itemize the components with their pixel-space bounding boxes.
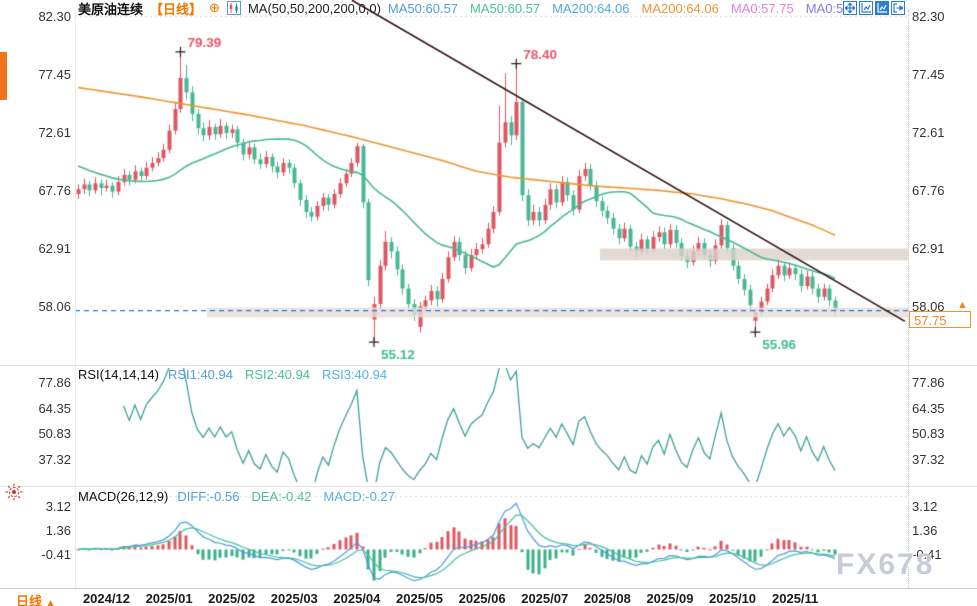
- axis-tick-label: 3.12: [912, 498, 938, 514]
- axis-tick-label: 62.91: [912, 240, 945, 256]
- price-alert-arrow-icon: ▲: [957, 299, 968, 311]
- axis-tick-label: 62.91: [38, 240, 71, 256]
- month-label-2025/01: 2025/01: [145, 591, 193, 606]
- exit-chart-icon[interactable]: [891, 1, 905, 15]
- axis-tick-label: 67.76: [38, 182, 71, 198]
- ma-value-2: MA200:64.06: [552, 0, 630, 16]
- tab-daily[interactable]: 日线 ▲: [16, 591, 56, 606]
- axis-tick-label: 1.36: [45, 522, 71, 538]
- period-tag: 【日线】: [150, 1, 203, 17]
- axis-tick-label: 1.36: [912, 522, 938, 538]
- chart-toolbar: [843, 1, 905, 15]
- axis-tick-label: 58.06: [38, 298, 71, 314]
- ma-value-4: MA0:57.75: [730, 0, 794, 16]
- axis-tick-label: -0.41: [41, 547, 71, 563]
- rsi-value-1: RSI2:40.94: [244, 367, 311, 382]
- axis-tick-label: 82.30: [912, 9, 945, 24]
- chart-header: 美原油连续 【日线】 ⊕ MA(50,50,200,200,0,0) MA50:…: [78, 0, 843, 17]
- axis-tick-label: 64.35: [38, 400, 71, 416]
- axis-tick-label: 77.45: [38, 67, 71, 82]
- macd-header: MACD(26,12,9) DIFF:-0.56 DEA:-0.42 MACD:-0…: [78, 489, 395, 504]
- macd-value-1: DEA:-0.42: [251, 489, 312, 504]
- axis-tick-label: 77.86: [912, 375, 945, 390]
- pane-separator: [0, 365, 977, 366]
- ma-value-1: MA50:60.57: [470, 0, 541, 16]
- month-label-2025/08: 2025/08: [583, 591, 631, 606]
- pane-separator: [0, 486, 977, 487]
- axis-tick-label: 72.61: [38, 124, 71, 140]
- ma-values: MA50:60.57 MA50:60.57 MA200:64.06 MA200:64.…: [388, 1, 843, 16]
- axis-tick-label: 37.32: [912, 451, 945, 467]
- axis-tick-label: 72.61: [912, 124, 945, 140]
- axis-tick-label: 64.35: [912, 400, 945, 416]
- instrument-title: 美原油连续: [78, 1, 144, 17]
- ma-value-3: MA200:64.06: [641, 0, 719, 16]
- month-label-2025/06: 2025/06: [458, 591, 506, 606]
- rsi-title[interactable]: RSI(14,14,14): [78, 367, 159, 382]
- axis-tick-label: 82.30: [38, 9, 71, 24]
- rsi-value-0: RSI1:40.94: [167, 367, 233, 382]
- axis-scale-icon[interactable]: [875, 1, 889, 15]
- axis-tick-label: 58.06: [912, 298, 945, 314]
- axis-range-icon[interactable]: [859, 1, 873, 15]
- xaxis-separator: [0, 588, 977, 589]
- axis-tick-label: 77.45: [912, 67, 945, 82]
- ma-value-0: MA50:60.57: [387, 0, 459, 16]
- month-label-2025/09: 2025/09: [646, 591, 694, 606]
- axis-tick-label: -0.41: [912, 547, 942, 563]
- side-drawer-handle[interactable]: [0, 52, 7, 100]
- rsi-value-2: RSI3:40.94: [322, 367, 388, 382]
- axis-tick-label: 50.83: [912, 426, 945, 442]
- plot-right-border: [908, 10, 909, 588]
- add-indicator-icon[interactable]: ⊕: [209, 0, 220, 15]
- month-label-2025/05: 2025/05: [396, 591, 443, 606]
- macd-value-0: DIFF:-0.56: [177, 489, 240, 504]
- axis-tick-label: 3.12: [45, 498, 71, 514]
- pan-tool-icon[interactable]: [843, 1, 857, 15]
- axis-tick-label: 37.32: [38, 451, 71, 467]
- month-label-2025/02: 2025/02: [208, 591, 256, 606]
- month-label-2024/12: 2024/12: [82, 591, 130, 606]
- macd-values: DIFF:-0.56 DEA:-0.42 MACD:-0.27: [177, 489, 395, 504]
- current-price-label: 57.75: [909, 311, 971, 328]
- watermark: FX678: [836, 548, 935, 581]
- rsi-header: RSI(14,14,14) RSI1:40.94 RSI2:40.94 RSI3:4…: [78, 367, 387, 382]
- axis-tick-label: 77.86: [38, 375, 71, 390]
- month-label-2025/10: 2025/10: [709, 591, 757, 606]
- indicator-label[interactable]: MA(50,50,200,200,0,0): [247, 0, 381, 16]
- month-label-2025/03: 2025/03: [270, 591, 318, 606]
- macd-title[interactable]: MACD(26,12,9): [78, 489, 169, 504]
- axis-tick-label: 67.76: [912, 182, 945, 198]
- ma-value-5: MA0:5: [805, 0, 844, 16]
- axis-tick-label: 50.83: [38, 426, 71, 442]
- month-label-2025/04: 2025/04: [333, 591, 381, 606]
- live-indicator-icon: [4, 482, 24, 502]
- candlestick-type-icon[interactable]: [226, 1, 241, 15]
- tab-arrow-icon: ▲: [45, 598, 56, 606]
- macd-value-2: MACD:-0.27: [323, 489, 395, 504]
- month-label-2025/11: 2025/11: [772, 591, 819, 606]
- rsi-values: RSI1:40.94 RSI2:40.94 RSI3:40.94: [168, 367, 387, 382]
- month-label-2025/07: 2025/07: [521, 591, 569, 606]
- plot-left-border: [75, 10, 76, 588]
- tab-daily-label: 日线: [16, 594, 43, 606]
